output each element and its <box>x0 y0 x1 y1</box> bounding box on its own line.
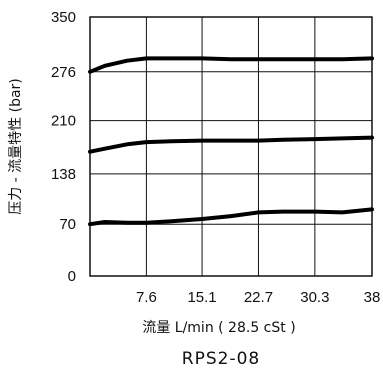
x-tick-label: 15.1 <box>187 289 216 306</box>
chart-caption: RPS2-08 <box>182 349 260 369</box>
y-tick-labels: 0 70 138 210 276 350 <box>51 9 76 285</box>
x-tick-label: 38 <box>364 289 381 306</box>
x-tick-label: 30.3 <box>300 289 329 306</box>
y-tick-label: 276 <box>51 64 76 81</box>
x-tick-label: 7.6 <box>136 289 157 306</box>
series-line-1 <box>88 56 374 74</box>
y-tick-label: 138 <box>51 166 76 183</box>
y-tick-label: 70 <box>59 216 76 233</box>
plot-frame <box>89 16 373 277</box>
series-lines <box>88 56 374 227</box>
y-tick-label: 350 <box>51 9 76 26</box>
x-tick-label: 22.7 <box>244 289 273 306</box>
series-line-2 <box>88 135 374 154</box>
y-axis-label: 压力 - 流量特性 (bar) <box>8 78 24 215</box>
grid-lines <box>90 17 372 276</box>
y-tick-label: 210 <box>51 113 76 130</box>
series-line-3 <box>88 207 374 227</box>
x-axis-label: 流量 L/min ( 28.5 cSt ) <box>142 320 295 336</box>
x-tick-labels: 7.6 15.1 22.7 30.3 38 <box>136 289 380 306</box>
y-tick-label: 0 <box>68 268 76 285</box>
